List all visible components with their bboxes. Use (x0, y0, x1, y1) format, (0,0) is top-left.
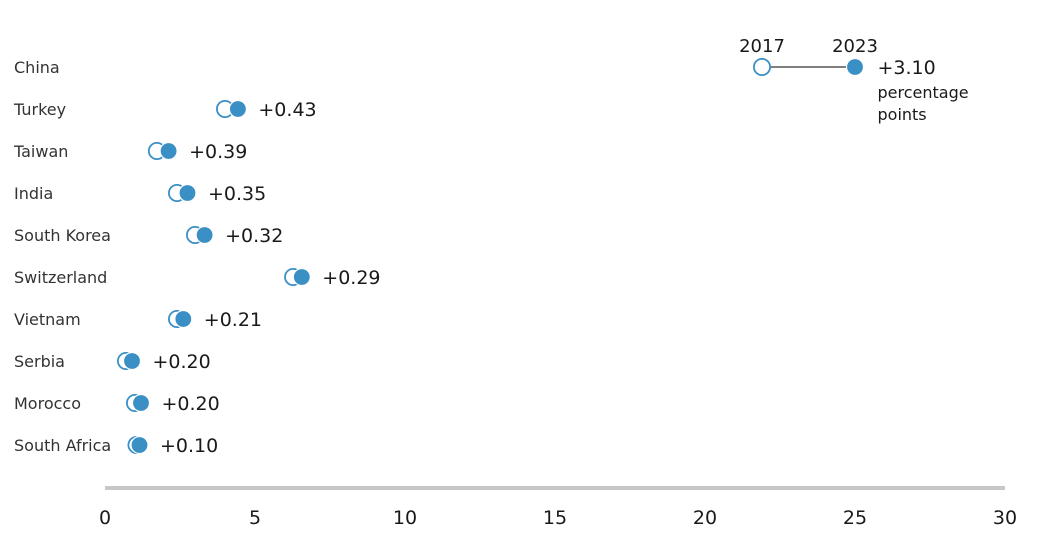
legend-2017: 2017 (739, 36, 785, 57)
marker-2023 (131, 393, 151, 413)
chart-row: Serbia +0.20 (14, 351, 211, 373)
country-label: Turkey (13, 100, 66, 119)
change-label: +0.20 (153, 351, 211, 373)
change-label: +0.29 (322, 267, 380, 289)
marker-2023 (130, 435, 149, 455)
marker-2023 (228, 99, 247, 119)
chart-row: Morocco +0.20 (14, 393, 220, 415)
marker-2023 (159, 141, 178, 161)
legend-2023: 2023 (832, 36, 878, 57)
marker-2023 (292, 267, 311, 287)
x-tick-label: 5 (249, 507, 261, 529)
chart-row: South Korea +0.32 (14, 225, 283, 247)
legend: 2017 2023 percentage points (739, 36, 969, 124)
unit-label-line: percentage (878, 83, 969, 102)
marker-2017 (753, 58, 772, 77)
x-tick-label: 0 (99, 507, 111, 529)
country-label: Morocco (14, 394, 81, 413)
chart-row: Taiwan +0.39 (13, 141, 247, 163)
x-tick-label: 10 (393, 507, 417, 529)
change-label: +0.39 (189, 141, 247, 163)
change-label: +0.35 (208, 183, 266, 205)
change-label: +3.10 (878, 57, 936, 79)
country-label: China (14, 58, 60, 77)
chart-row: India +0.35 (14, 183, 266, 205)
country-label: South Africa (14, 436, 111, 455)
change-label: +0.10 (160, 435, 218, 457)
chart-row: Turkey +0.43 (13, 99, 317, 121)
x-tick-label: 25 (843, 507, 867, 529)
marker-2023 (122, 351, 142, 371)
chart-row: China +3.10 2017 2023 percentage points (14, 36, 969, 124)
country-label: Switzerland (14, 268, 107, 287)
unit-label-line: points (878, 105, 927, 124)
unit-label: percentage points (878, 83, 969, 124)
country-label: South Korea (14, 226, 111, 245)
chart-row: South Africa +0.10 (14, 435, 218, 457)
country-label: Vietnam (14, 310, 81, 329)
x-tick-label: 20 (693, 507, 717, 529)
x-tick-label: 15 (543, 507, 567, 529)
x-tick-label: 30 (993, 507, 1017, 529)
country-label: Taiwan (13, 142, 68, 161)
change-label: +0.32 (225, 225, 283, 247)
chart-row: Vietnam +0.21 (14, 309, 262, 331)
change-label: +0.21 (204, 309, 262, 331)
country-label: India (14, 184, 53, 203)
change-label: +0.20 (162, 393, 220, 415)
country-label: Serbia (14, 352, 65, 371)
change-label: +0.43 (258, 99, 316, 121)
marker-2023 (178, 183, 197, 203)
x-axis-ticks: 0 5 10 15 20 25 30 (99, 507, 1017, 529)
chart-row: Switzerland +0.29 (14, 267, 381, 289)
marker-2023 (174, 309, 193, 329)
rows-layer: China +3.10 2017 2023 percentage points Turkey… (13, 36, 969, 457)
marker-2023 (845, 57, 865, 77)
marker-2023 (195, 225, 214, 245)
